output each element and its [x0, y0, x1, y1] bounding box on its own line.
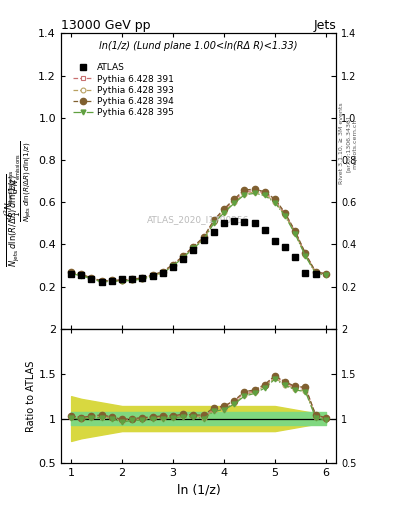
Text: Jets: Jets — [313, 19, 336, 32]
Y-axis label: Ratio to ATLAS: Ratio to ATLAS — [26, 360, 36, 432]
Legend: ATLAS, Pythia 6.428 391, Pythia 6.428 393, Pythia 6.428 394, Pythia 6.428 395: ATLAS, Pythia 6.428 391, Pythia 6.428 39… — [71, 61, 176, 119]
Text: $d^2 N_\mathrm{emissions}$: $d^2 N_\mathrm{emissions}$ — [2, 169, 16, 220]
Text: 13000 GeV pp: 13000 GeV pp — [61, 19, 151, 32]
Text: $\overline{N_\mathrm{jets}\,d\ln(R/\Delta R)\,d\ln(1/z)}$: $\overline{N_\mathrm{jets}\,d\ln(R/\Delt… — [6, 174, 22, 267]
Text: Rivet 3.1.10, ≥ 3M events: Rivet 3.1.10, ≥ 3M events — [339, 102, 344, 184]
X-axis label: ln (1/z): ln (1/z) — [176, 484, 220, 497]
Y-axis label: $\frac{1}{N_\mathrm{jets}}\frac{d^2 N_\mathrm{emissions}}{d\ln(R/\Delta R)\,d\ln: $\frac{1}{N_\mathrm{jets}}\frac{d^2 N_\m… — [11, 140, 34, 222]
Text: ln(1/z) (Lund plane 1.00<ln(RΔ R)<1.33): ln(1/z) (Lund plane 1.00<ln(RΔ R)<1.33) — [99, 40, 298, 51]
Text: ATLAS_2020_I1790256: ATLAS_2020_I1790256 — [147, 215, 250, 224]
Text: [arXiv:1306.3436]: [arXiv:1306.3436] — [345, 115, 351, 172]
Text: mcplots.cern.ch: mcplots.cern.ch — [352, 118, 357, 168]
